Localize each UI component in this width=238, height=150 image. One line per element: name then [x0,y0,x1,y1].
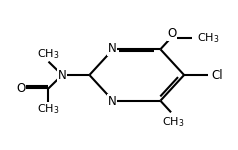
Text: CH$_3$: CH$_3$ [162,115,185,129]
Text: N: N [58,69,67,81]
Text: Cl: Cl [211,69,223,81]
Text: N: N [108,42,116,55]
Text: CH$_3$: CH$_3$ [197,31,220,45]
Text: N: N [108,95,116,108]
Text: O: O [16,82,25,95]
Text: O: O [168,27,177,40]
Text: CH$_3$: CH$_3$ [37,102,60,116]
Text: CH$_3$: CH$_3$ [37,47,60,61]
